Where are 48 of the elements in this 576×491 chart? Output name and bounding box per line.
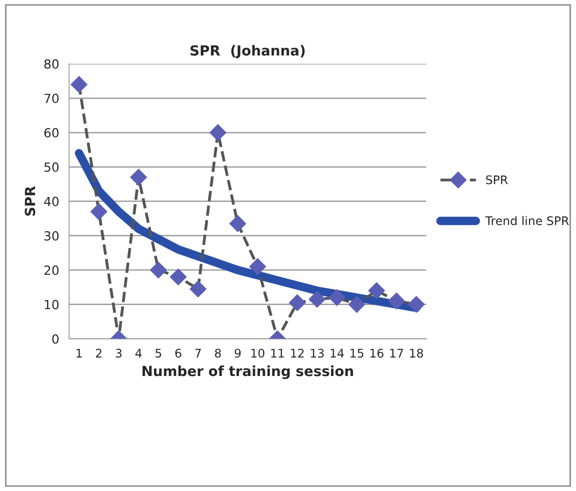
legend-label: Trend line SPR	[485, 216, 569, 226]
y-tick-label: 10	[44, 300, 59, 310]
legend-label: SPR	[486, 175, 508, 184]
x-tick-label: 15	[350, 348, 364, 358]
y-tick-label: 50	[44, 162, 59, 172]
point	[170, 268, 187, 286]
point	[229, 215, 246, 232]
point	[210, 124, 226, 141]
x-tick-label: 16	[370, 348, 384, 358]
x-tick-label: 18	[410, 348, 424, 358]
y-tick-label: 70	[44, 94, 59, 104]
x-tick-label: 12	[291, 348, 304, 358]
point	[249, 258, 266, 275]
x-axis-title: Number of training session	[142, 365, 353, 380]
point	[308, 290, 326, 308]
y-tick-label: 30	[44, 231, 59, 241]
y-tick-label: 20	[44, 266, 59, 275]
point	[368, 282, 386, 300]
point	[190, 280, 206, 298]
point	[408, 296, 425, 313]
point	[288, 294, 306, 312]
x-tick-label: 3	[116, 348, 122, 358]
point	[348, 296, 366, 313]
y-tick-label: 60	[44, 128, 59, 138]
y-tick-label: 80	[44, 59, 59, 69]
x-tick-label: 7	[195, 348, 201, 358]
x-tick-label: 2	[96, 348, 102, 358]
x-tick-label: 5	[156, 348, 162, 358]
y-axis-title: SPR	[24, 186, 36, 216]
y-tick-label: 40	[44, 196, 59, 206]
y-tick-label: 0	[52, 334, 59, 344]
x-tick-label: 13	[310, 348, 324, 358]
x-tick-label: 8	[214, 348, 221, 358]
x-tick-label: 17	[390, 348, 403, 358]
x-tick-label: 10	[251, 348, 264, 358]
x-tick-label: 9	[234, 348, 241, 358]
point	[328, 289, 346, 306]
chart-title: SPR (Johanna)	[190, 44, 305, 58]
point	[388, 292, 405, 310]
x-tick-label: 1	[76, 348, 82, 358]
x-tick-label: 4	[135, 348, 142, 358]
x-tick-label: 11	[271, 348, 284, 358]
point	[130, 168, 147, 186]
x-tick-label: 14	[330, 348, 344, 358]
point	[70, 76, 88, 93]
point	[150, 262, 167, 278]
point	[90, 203, 108, 220]
x-tick-label: 6	[175, 348, 182, 358]
